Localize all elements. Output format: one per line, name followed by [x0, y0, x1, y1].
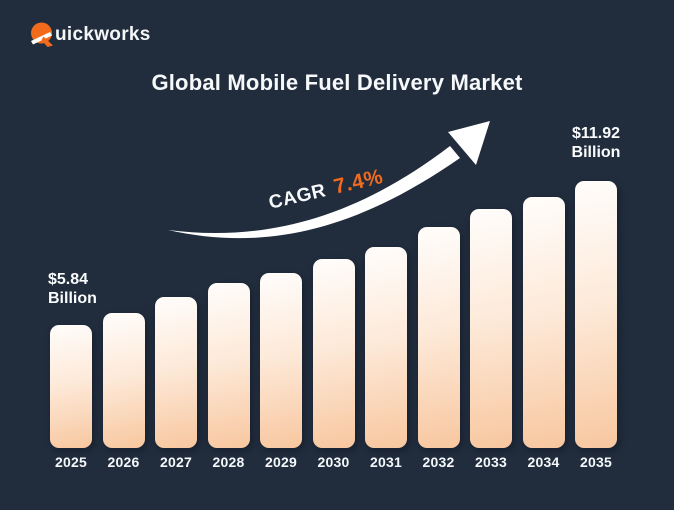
bar-2033: [470, 209, 512, 448]
bar-column-2033: 2033: [470, 209, 512, 470]
year-label: 2025: [55, 454, 87, 470]
quickworks-logo: uickworks: [30, 21, 151, 48]
start-value-amount: $5.84: [48, 271, 89, 288]
end-value-unit: Billion: [571, 144, 621, 161]
bar-column-2029: 2029: [260, 273, 302, 470]
bar-column-2030: 2030: [312, 259, 355, 470]
end-value-label: $11.92 Billion: [541, 124, 651, 162]
year-label: 2029: [265, 454, 297, 470]
bar-column-2032: 2032: [417, 227, 460, 470]
bar-2026: [102, 313, 145, 448]
year-label: 2028: [212, 454, 245, 470]
year-label: 2035: [580, 454, 612, 470]
year-label: 2026: [107, 454, 140, 470]
bar-2028: [207, 283, 250, 448]
year-label: 2033: [475, 454, 507, 470]
start-value-label: $5.84 Billion: [48, 270, 97, 308]
bar-2034: [522, 197, 565, 448]
bar-column-2025: 2025: [50, 325, 92, 470]
bar-2035: [575, 181, 617, 448]
year-label: 2030: [317, 454, 350, 470]
bar-2029: [260, 273, 302, 448]
start-value-unit: Billion: [48, 290, 97, 307]
bar-column-2034: 2034: [522, 197, 565, 470]
bar-2030: [312, 259, 355, 448]
bar-2032: [417, 227, 460, 448]
bar-column-2028: 2028: [207, 283, 250, 470]
bar-2031: [365, 247, 407, 448]
end-value-amount: $11.92: [571, 125, 621, 142]
bar-2027: [155, 297, 197, 448]
bar-column-2035: 2035: [575, 181, 617, 470]
bar-column-2026: 2026: [102, 313, 145, 470]
bar-column-2027: 2027: [155, 297, 197, 470]
quickworks-q-icon: [31, 22, 53, 47]
year-label: 2034: [527, 454, 560, 470]
year-label: 2032: [422, 454, 455, 470]
year-label: 2031: [370, 454, 402, 470]
chart-title: Global Mobile Fuel Delivery Market: [151, 70, 523, 95]
bar-column-2031: 2031: [365, 247, 407, 470]
bar-chart: 2025 2026 2027 2028 2029 2030 2031 2032 2033 2034…: [50, 181, 617, 470]
logo-wordmark: uickworks: [55, 24, 151, 45]
year-label: 2027: [160, 454, 192, 470]
bar-2025: [50, 325, 92, 448]
